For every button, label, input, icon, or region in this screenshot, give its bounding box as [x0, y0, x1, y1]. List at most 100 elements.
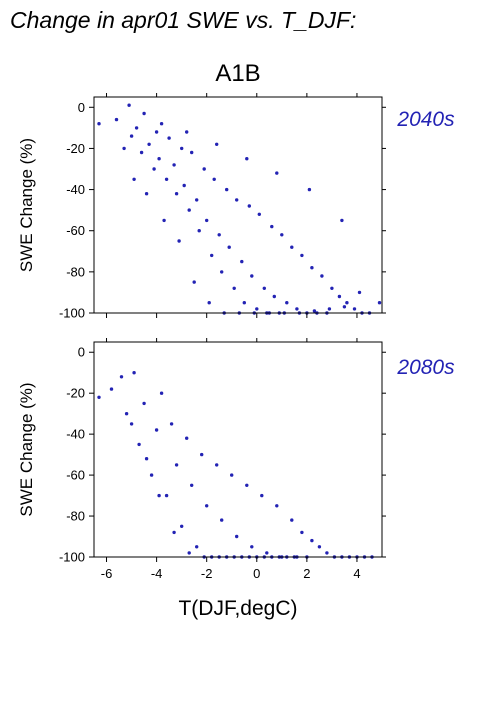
scatter-point	[240, 259, 244, 264]
scatter-point	[270, 224, 274, 229]
y-tick-label: -40	[66, 182, 85, 197]
scatter-point	[152, 167, 156, 171]
scatter-points-2040s	[97, 103, 382, 315]
scatter-point	[262, 286, 266, 290]
scatter-point	[195, 545, 199, 549]
y-tick-label: -20	[66, 386, 85, 401]
scatter-point	[220, 518, 224, 522]
scatter-point	[327, 307, 332, 311]
scatter-point	[307, 187, 312, 192]
scatter-point	[245, 157, 249, 161]
scatter-point	[202, 167, 206, 171]
scatter-point	[144, 457, 149, 461]
y-tick-label: -40	[66, 427, 85, 442]
scatter-point	[265, 551, 269, 555]
scatter-point	[212, 177, 216, 181]
x-tick-label: 2	[303, 566, 310, 581]
scatter-point	[310, 266, 314, 270]
y-tick-label: -60	[66, 468, 85, 483]
y-tick-label: 0	[78, 100, 85, 115]
scatter-point	[187, 208, 191, 212]
scatter-point	[247, 204, 251, 208]
scatter-point	[174, 463, 179, 467]
scatter-point	[215, 142, 219, 146]
scatter-point	[215, 463, 219, 467]
panel-2080s: 0-20-40-60-80-100-6 -4 -2 0 2 4 2080s SWE Cha…	[17, 338, 455, 581]
scatter-point	[200, 452, 204, 457]
y-tick-label: -20	[66, 141, 85, 156]
scatter-point	[132, 371, 136, 375]
scatter-point	[337, 294, 342, 299]
y-tick-label: -80	[66, 264, 85, 279]
scatter-point	[295, 307, 299, 311]
scatter-point	[330, 286, 334, 290]
scatter-point	[285, 301, 289, 305]
period-label-2080s: 2080s	[396, 356, 455, 379]
x-tick-label: -6	[101, 566, 113, 581]
x-tick-label: 0	[253, 566, 260, 581]
scatter-point	[185, 436, 189, 440]
scatter-point	[317, 545, 322, 549]
scatter-point	[325, 551, 329, 555]
scatter-point	[300, 530, 304, 535]
scatter-point	[172, 163, 176, 167]
panel-2040s: 0 -20 -40 -60 -80 -100 2040s SWE Change (%)	[17, 93, 455, 321]
y-axis-label-2040s: SWE Change (%)	[17, 138, 36, 272]
scatter-point	[197, 229, 201, 233]
scatter-point	[190, 150, 194, 155]
scatter-point	[142, 111, 146, 116]
scatter-point	[159, 391, 164, 395]
scatter-point	[210, 253, 214, 258]
scatter-point	[129, 422, 134, 426]
scatter-point	[149, 473, 154, 477]
scatter-point	[217, 233, 221, 237]
scatter-point	[227, 245, 231, 249]
scatter-point	[230, 473, 234, 477]
scatter-point	[157, 157, 161, 161]
scatter-point	[310, 538, 314, 543]
scatter-point	[97, 122, 101, 126]
plot-frame-2080s	[93, 341, 383, 558]
scatter-point	[275, 504, 279, 508]
axis-ticks-2080s: 0-20-40-60-80-100-6 -4 -2 0 2 4	[59, 338, 386, 581]
period-label-2040s: 2040s	[396, 108, 455, 131]
scatter-point	[290, 518, 294, 522]
scatter-point	[250, 545, 254, 549]
scatter-point	[154, 130, 159, 134]
scatter-point	[377, 301, 382, 305]
scatter-point	[242, 301, 246, 305]
scatter-point	[340, 218, 344, 223]
scatter-point	[147, 142, 151, 146]
scatter-point	[137, 442, 141, 447]
scatter-point	[164, 177, 169, 181]
scatter-point	[139, 150, 144, 155]
scatter-point	[182, 183, 186, 188]
scatter-point	[257, 212, 261, 216]
scatter-point	[127, 103, 131, 107]
y-tick-label: -80	[66, 509, 85, 524]
scatter-point	[250, 274, 254, 278]
plot-frame-2040s	[93, 96, 383, 314]
y-tick-label: -60	[66, 223, 85, 238]
y-tick-label: 0	[78, 345, 85, 360]
y-tick-label: -100	[59, 306, 85, 321]
scatter-point	[225, 187, 229, 192]
scatter-point	[357, 290, 362, 295]
scatter-point	[235, 534, 239, 539]
scatter-point	[157, 493, 161, 498]
scatter-point	[192, 280, 196, 284]
scatter-point	[172, 530, 176, 535]
y-axis-label-2080s: SWE Change (%)	[17, 382, 36, 516]
scatter-point	[205, 218, 209, 223]
scatter-point	[352, 307, 357, 311]
scatter-point	[207, 301, 211, 305]
scatter-point	[290, 245, 294, 249]
axis-ticks-2040s: 0 -20 -40 -60 -80 -100	[59, 93, 386, 321]
scatter-point	[134, 126, 139, 130]
scatter-point	[144, 192, 149, 196]
scatter-point	[220, 270, 224, 274]
scatter-point	[159, 122, 164, 126]
scatter-point	[129, 134, 134, 138]
scatter-point	[185, 130, 189, 134]
x-tick-label: 4	[353, 566, 360, 581]
